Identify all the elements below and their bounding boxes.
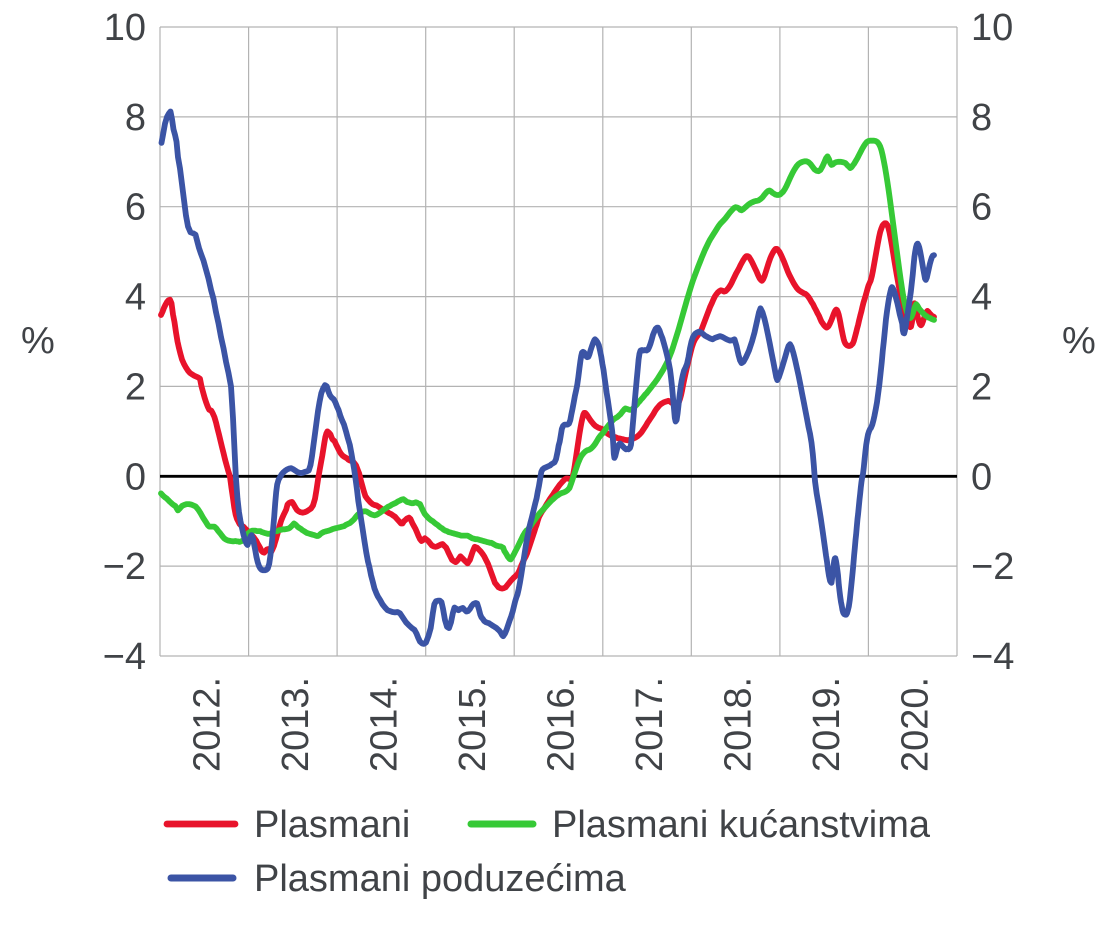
svg-text:10: 10 bbox=[104, 7, 146, 49]
svg-text:4: 4 bbox=[125, 277, 146, 319]
svg-text:2015.: 2015. bbox=[452, 677, 494, 772]
svg-text:8: 8 bbox=[125, 97, 146, 139]
svg-text:%: % bbox=[1062, 320, 1096, 362]
svg-text:2018.: 2018. bbox=[718, 677, 760, 772]
svg-text:8: 8 bbox=[971, 97, 992, 139]
svg-text:−2: −2 bbox=[103, 546, 146, 588]
svg-text:2017.: 2017. bbox=[629, 677, 671, 772]
svg-text:2020.: 2020. bbox=[895, 677, 937, 772]
svg-text:2016.: 2016. bbox=[541, 677, 583, 772]
svg-text:Plasmani poduzećima: Plasmani poduzećima bbox=[254, 858, 627, 900]
svg-text:2012.: 2012. bbox=[186, 677, 228, 772]
svg-text:−2: −2 bbox=[971, 546, 1014, 588]
svg-text:10: 10 bbox=[971, 7, 1013, 49]
svg-text:0: 0 bbox=[125, 456, 146, 498]
svg-text:2013.: 2013. bbox=[275, 677, 317, 772]
svg-text:2019.: 2019. bbox=[806, 677, 848, 772]
svg-text:4: 4 bbox=[971, 277, 992, 319]
svg-text:2: 2 bbox=[125, 366, 146, 408]
svg-text:%: % bbox=[21, 320, 55, 362]
svg-text:2: 2 bbox=[971, 366, 992, 408]
svg-text:6: 6 bbox=[125, 187, 146, 229]
svg-text:−4: −4 bbox=[971, 636, 1014, 678]
svg-text:Plasmani kućanstvima: Plasmani kućanstvima bbox=[552, 804, 931, 846]
svg-text:0: 0 bbox=[971, 456, 992, 498]
svg-text:−4: −4 bbox=[103, 636, 146, 678]
svg-text:Plasmani: Plasmani bbox=[254, 804, 410, 846]
svg-text:6: 6 bbox=[971, 187, 992, 229]
svg-text:2014.: 2014. bbox=[363, 677, 405, 772]
